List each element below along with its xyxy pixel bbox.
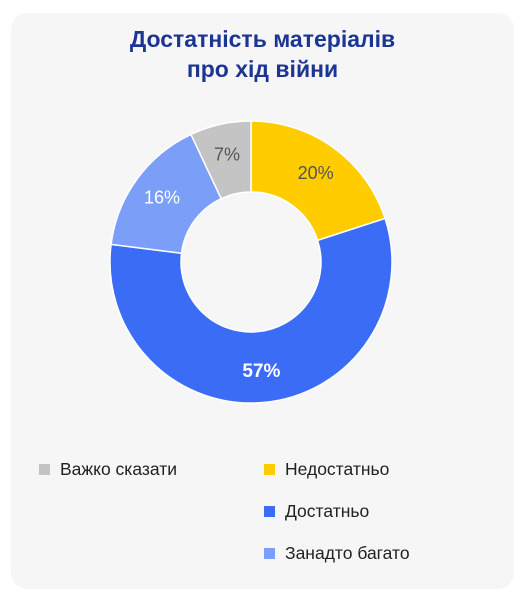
slice-label-0: 20% bbox=[298, 163, 334, 183]
legend-label-insufficient: Недостатньо bbox=[285, 458, 390, 479]
legend-item-too-much: Занадто багато bbox=[264, 542, 410, 564]
legend-swatch-insufficient bbox=[264, 463, 275, 475]
legend-swatch-hard-to-say bbox=[39, 463, 50, 475]
chart-card: Достатність матеріалів про хід війни bbox=[11, 13, 514, 589]
chart-title: Достатність матеріалів про хід війни bbox=[11, 24, 514, 84]
legend-label-sufficient: Достатньо bbox=[285, 500, 370, 521]
legend-item-sufficient: Достатньо bbox=[264, 500, 369, 522]
legend-label-too-much: Занадто багато bbox=[285, 542, 410, 563]
legend-item-hard-to-say: Важко сказати bbox=[39, 458, 177, 480]
legend-item-insufficient: Недостатньо bbox=[264, 458, 389, 480]
slice-label-3: 7% bbox=[214, 145, 240, 165]
chart-title-line-1: Достатність матеріалів bbox=[129, 26, 396, 52]
slice-label-1: 57% bbox=[242, 361, 280, 382]
legend-label-hard-to-say: Важко сказати bbox=[60, 458, 178, 479]
chart-title-line-2: про хід війни bbox=[186, 56, 339, 82]
donut-slice-3 bbox=[189, 120, 252, 200]
legend-swatch-too-much bbox=[264, 547, 275, 559]
slice-label-2: 16% bbox=[144, 187, 180, 207]
donut-slice-1 bbox=[109, 217, 393, 404]
legend-swatch-sufficient bbox=[264, 505, 275, 517]
donut-slice-0 bbox=[250, 120, 387, 242]
